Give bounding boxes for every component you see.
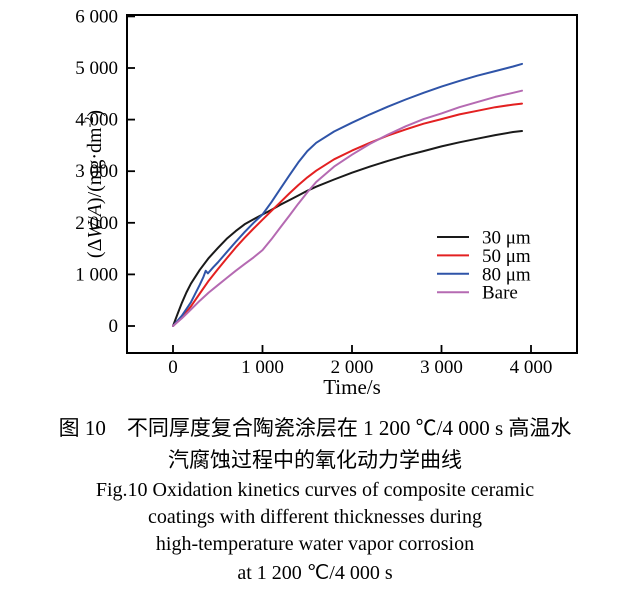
caption-chinese-line2: 汽腐蚀过程中的氧化动力学曲线 xyxy=(168,448,462,472)
caption-english-line3: high-temperature water vapor corrosion xyxy=(155,533,475,555)
series-line-30-μm xyxy=(172,130,523,327)
x-axis-title: Time/s xyxy=(323,375,381,399)
series-line-50-μm xyxy=(172,102,523,327)
x-tick-label: 0 xyxy=(168,357,178,378)
caption-english-line2: coatings with different thicknesses duri… xyxy=(147,506,482,528)
y-tick-label: 4 000 xyxy=(75,110,118,131)
x-tick-label: 2 000 xyxy=(331,357,374,378)
x-tick-label: 4 000 xyxy=(510,357,553,378)
legend-label-4: Bare xyxy=(482,283,518,304)
legend-label-1: 30 μm xyxy=(482,228,531,249)
caption-english-line1: Fig.10 Oxidation kinetics curves of comp… xyxy=(95,479,535,501)
caption-chinese-line1: 图 10 不同厚度复合陶瓷涂层在 1 200 ℃/4 000 s 高温水 xyxy=(58,416,572,440)
series-line-bare xyxy=(172,89,523,327)
y-tick-label: 1 000 xyxy=(75,264,118,285)
x-tick-label: 1 000 xyxy=(241,357,284,378)
chart-area: 0 1 000 2 000 3 000 4 000 5 000 6 000 0 1 000 2 0… xyxy=(75,6,578,399)
y-tick-label: 3 000 xyxy=(75,161,118,182)
y-axis-title: (ΔW/A)/(mg·dm-2) xyxy=(81,110,106,258)
x-tick-label: 3 000 xyxy=(420,357,463,378)
legend-label-3: 80 μm xyxy=(482,264,531,285)
y-tick-label: 2 000 xyxy=(75,213,118,234)
y-tick-label: 5 000 xyxy=(75,58,118,79)
legend-label-2: 50 μm xyxy=(482,246,531,267)
y-tick-label: 6 000 xyxy=(75,6,118,27)
series-line-80-μm xyxy=(172,62,523,327)
y-tick-label: 0 xyxy=(109,316,119,337)
oxidation-kinetics-line-chart: 0 1 000 2 000 3 000 4 000 5 000 6 000 0 1 000 2 0… xyxy=(75,6,578,399)
caption-english-line4: at 1 200 ℃/4 000 s xyxy=(237,562,393,584)
